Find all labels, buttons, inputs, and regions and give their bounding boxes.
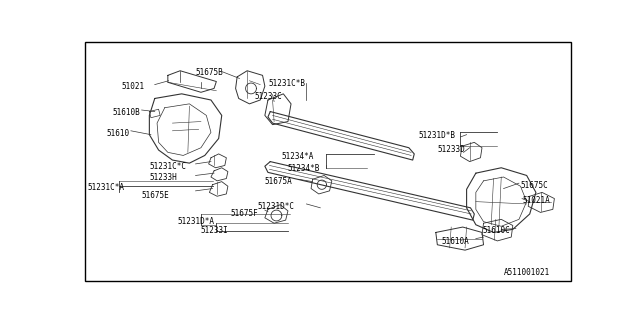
Text: 51021: 51021 [122, 82, 145, 91]
Text: 51021A: 51021A [522, 196, 550, 205]
Text: 51231C*B: 51231C*B [269, 79, 306, 88]
Text: 51231D*C: 51231D*C [257, 203, 294, 212]
Text: 51233H: 51233H [149, 173, 177, 182]
Text: 51231D*B: 51231D*B [419, 131, 456, 140]
Text: 51233D: 51233D [437, 145, 465, 154]
Text: 51675C: 51675C [520, 181, 548, 190]
Text: 51234*A: 51234*A [282, 152, 314, 161]
Text: 51610A: 51610A [442, 237, 470, 246]
Text: 51231D*A: 51231D*A [178, 217, 215, 226]
Text: 51231C*A: 51231C*A [88, 183, 125, 192]
Text: 51234*B: 51234*B [288, 164, 321, 173]
Text: 51675A: 51675A [265, 177, 292, 186]
Text: 51610C: 51610C [482, 226, 509, 235]
Text: 51610B: 51610B [113, 108, 140, 117]
Text: 51675E: 51675E [141, 191, 170, 200]
Text: 51675B: 51675B [196, 68, 223, 77]
Text: A511001021: A511001021 [504, 268, 550, 277]
Text: 51231C*C: 51231C*C [149, 162, 186, 171]
Text: 51675F: 51675F [231, 209, 259, 218]
Text: 51233C: 51233C [255, 92, 283, 101]
Text: 51233I: 51233I [201, 226, 228, 235]
Text: 51610: 51610 [106, 129, 129, 138]
